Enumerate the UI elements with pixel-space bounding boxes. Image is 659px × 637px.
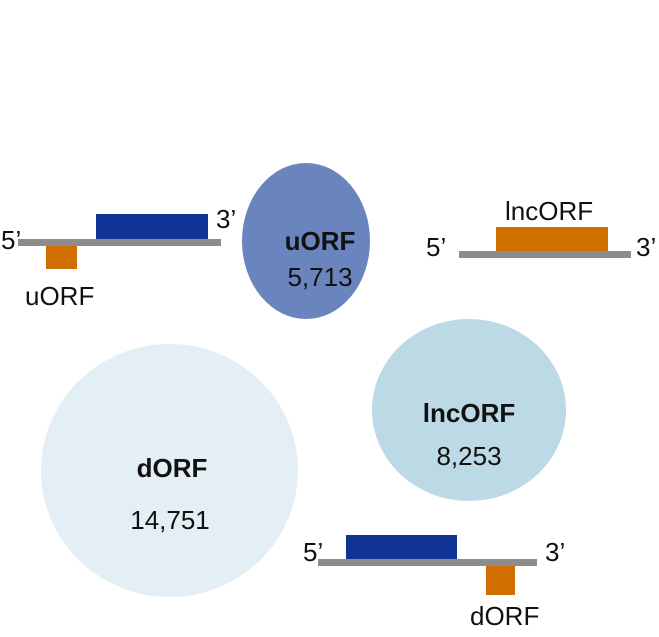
dorf-three-prime: 3’ — [545, 537, 566, 567]
uorf-circle-label: uORF — [284, 226, 356, 256]
lncorf-transcript-line — [459, 251, 631, 258]
lncorf-schematic-label: lncORF — [505, 196, 594, 226]
lncorf-five-prime: 5’ — [426, 232, 447, 262]
lncorf-three-prime: 3’ — [636, 232, 657, 262]
uorf-circle — [242, 163, 370, 319]
uorf-transcript-line — [18, 239, 221, 246]
dorf-circle-label: dORF — [136, 453, 208, 483]
dorf-cds-block — [346, 535, 457, 559]
dorf-circle — [41, 344, 298, 597]
uorf-three-prime: 3’ — [216, 204, 237, 234]
uorf-five-prime: 5’ — [1, 225, 22, 255]
dorf-orf-block — [486, 566, 515, 595]
lncorf-circle-count: 8,253 — [436, 441, 502, 471]
lncorf-circle-label: lncORF — [422, 398, 516, 428]
uorf-circle-count: 5,713 — [287, 262, 353, 292]
lncorf-orf-block — [496, 227, 608, 251]
dorf-transcript-line — [318, 559, 537, 566]
uorf-cds-block — [96, 214, 208, 239]
dorf-schematic-label: dORF — [470, 601, 540, 631]
lncorf-circle — [372, 319, 566, 501]
uorf-orf-block — [46, 246, 77, 269]
dorf-circle-count: 14,751 — [130, 505, 210, 535]
uorf-schematic-label: uORF — [25, 281, 95, 311]
